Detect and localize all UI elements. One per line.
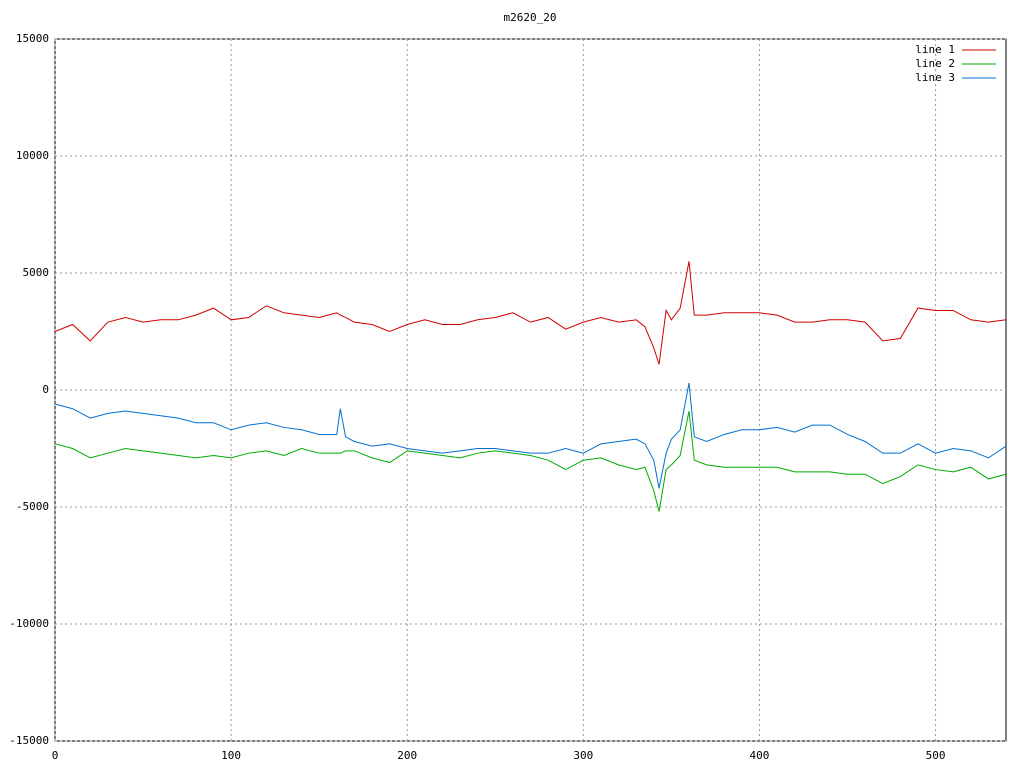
y-tick-label: -15000 [9, 734, 49, 747]
x-tick-label: 0 [52, 749, 59, 762]
y-tick-label: 5000 [23, 266, 50, 279]
y-tick-label: 15000 [16, 32, 49, 45]
y-tick-label: 0 [42, 383, 49, 396]
y-tick-label: -10000 [9, 617, 49, 630]
x-tick-label: 300 [573, 749, 593, 762]
legend-label: line 2 [915, 57, 955, 70]
legend-label: line 1 [915, 43, 955, 56]
chart-title: m2620_20 [504, 11, 557, 24]
data-line [54, 410, 1007, 512]
x-tick-label: 400 [750, 749, 770, 762]
data-line [54, 382, 1007, 489]
y-tick-label: -5000 [16, 500, 49, 513]
y-tick-label: 10000 [16, 149, 49, 162]
x-tick-label: 500 [926, 749, 946, 762]
x-tick-label: 100 [221, 749, 241, 762]
data-line [54, 261, 1007, 365]
x-tick-label: 200 [397, 749, 417, 762]
legend-label: line 3 [915, 71, 955, 84]
